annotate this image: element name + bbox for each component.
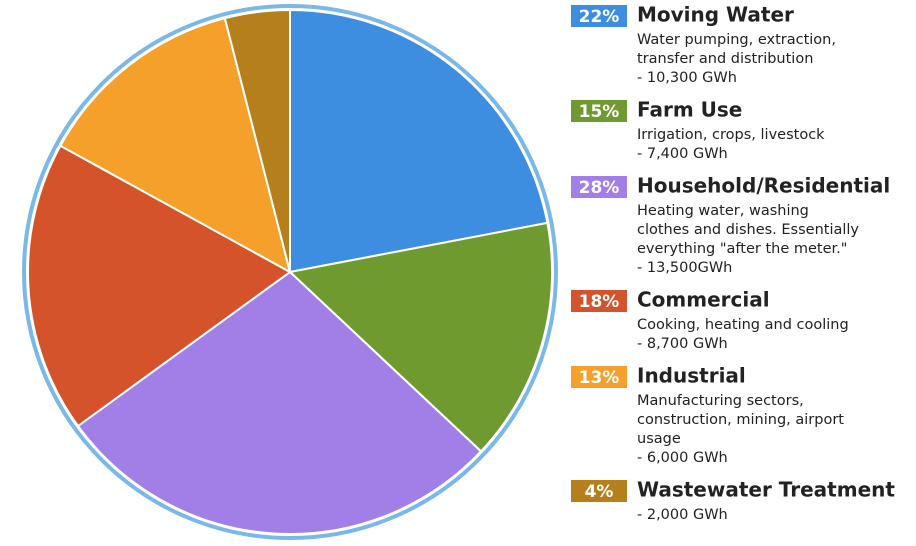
legend-description: Cooking, heating and cooling bbox=[637, 317, 849, 333]
legend-name: Commercial bbox=[637, 288, 770, 312]
legend-percent: 15% bbox=[579, 102, 620, 122]
legend-badge bbox=[571, 366, 627, 388]
legend-name: Farm Use bbox=[637, 98, 742, 122]
legend-description: - 8,700 GWh bbox=[637, 336, 728, 352]
legend-description: everything "after the meter." bbox=[637, 241, 847, 257]
pie-slice bbox=[76, 270, 483, 535]
legend-description: transfer and distribution bbox=[637, 51, 813, 67]
pie-slice bbox=[287, 221, 553, 453]
pie-slice bbox=[289, 8, 549, 274]
legend-name: Moving Water bbox=[637, 3, 794, 27]
legend-description: usage bbox=[637, 431, 681, 447]
pie-slice bbox=[223, 8, 291, 273]
legend-description: Heating water, washing bbox=[637, 203, 809, 219]
legend-name: Household/Residential bbox=[637, 174, 890, 198]
legend-badge bbox=[571, 290, 627, 312]
legend-description: Irrigation, crops, livestock bbox=[637, 127, 825, 143]
legend-description: clothes and dishes. Essentially bbox=[637, 222, 859, 238]
legend-name: Industrial bbox=[637, 364, 746, 388]
legend-badge bbox=[571, 5, 627, 27]
legend-badge bbox=[571, 176, 627, 198]
legend-badge bbox=[571, 100, 627, 122]
legend-description: - 2,000 GWh bbox=[637, 507, 728, 523]
legend-description: - 10,300 GWh bbox=[637, 70, 737, 86]
legend-percent: 18% bbox=[579, 292, 620, 312]
legend-description: - 7,400 GWh bbox=[637, 146, 728, 162]
legend-description: Manufacturing sectors, bbox=[637, 393, 804, 409]
legend-name: Wastewater Treatment bbox=[637, 478, 895, 502]
legend-percent: 13% bbox=[579, 368, 620, 388]
pie-slice bbox=[59, 17, 292, 274]
legend-description: Water pumping, extraction, bbox=[637, 32, 836, 48]
legend-percent: 28% bbox=[579, 178, 620, 198]
pie-ring bbox=[22, 4, 558, 540]
legend-badge bbox=[571, 480, 627, 502]
legend-description: construction, mining, airport bbox=[637, 412, 844, 428]
pie-slice bbox=[27, 144, 292, 428]
legend-description: - 6,000 GWh bbox=[637, 450, 728, 466]
legend-percent: 4% bbox=[585, 482, 614, 502]
legend-percent: 22% bbox=[579, 7, 620, 27]
legend-description: - 13,500GWh bbox=[637, 260, 732, 276]
